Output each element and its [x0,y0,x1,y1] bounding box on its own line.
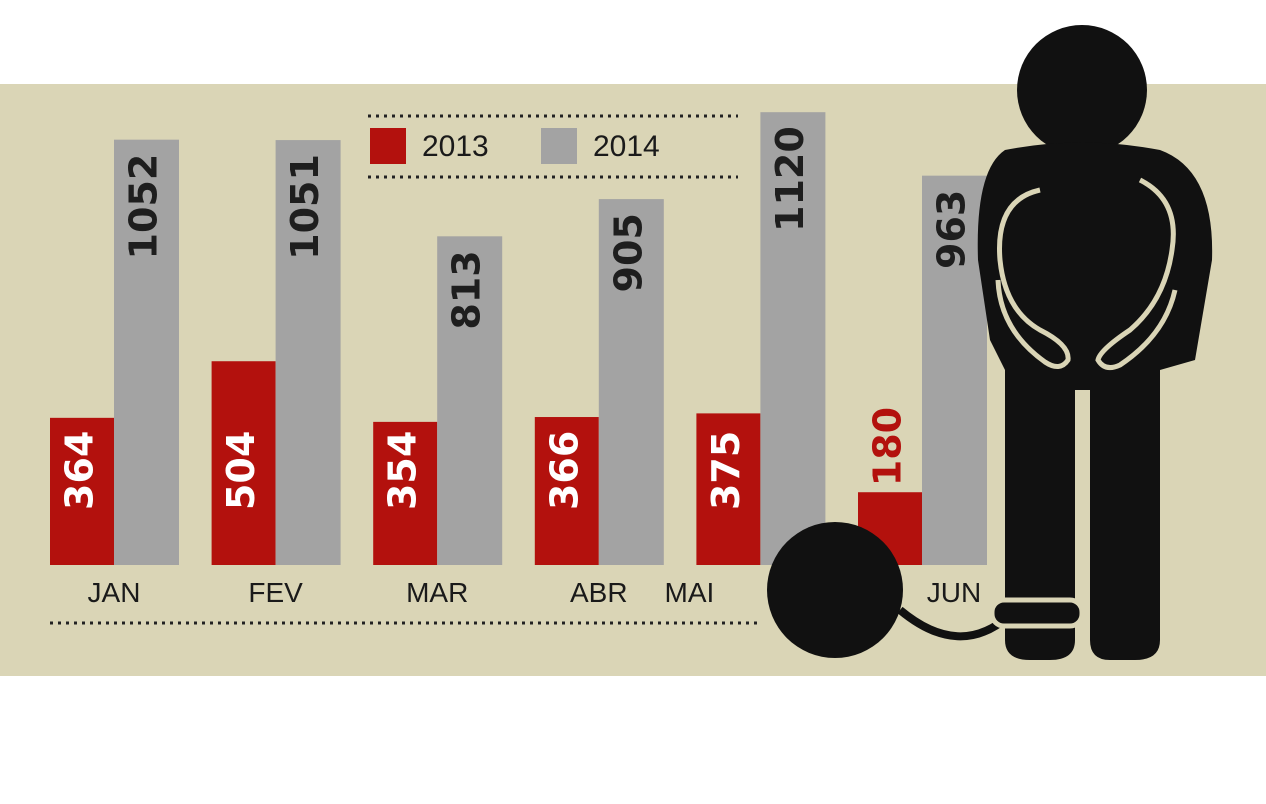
bar [211,361,276,565]
value-label: 180 [866,407,910,486]
bar [922,175,987,565]
legend-label: 2013 [422,130,489,163]
shackle [989,597,1085,629]
legend-swatch [370,128,406,164]
bar [275,140,341,566]
x-tick-label: ABR [570,577,628,608]
bar [373,421,438,565]
x-tick-label: JAN [88,577,141,608]
value-label: 366 [542,431,586,510]
bar [437,236,503,566]
value-label: 354 [381,431,425,510]
body [977,142,1213,660]
prisoner-figure [767,25,1213,660]
bar [696,413,761,565]
x-tick-label: JUN [927,577,981,608]
value-label: 963 [930,190,974,269]
legend-swatch [541,128,577,164]
left-arm-outline [995,187,1071,369]
bar [534,417,599,565]
value-label: 1120 [768,126,812,232]
value-label: 364 [58,431,102,510]
head [1017,25,1147,155]
bar [50,417,114,565]
value-label: 1052 [122,154,166,260]
right-arm-outline [1095,177,1178,371]
ball [767,522,903,658]
value-label: 813 [445,250,489,329]
value-label: 504 [219,431,263,510]
bar [114,139,179,566]
x-tick-label: MAR [406,577,468,608]
value-label: 375 [704,431,748,510]
legend-label: 2014 [593,130,660,163]
bar [598,199,664,565]
value-label: 1051 [283,154,327,260]
x-tick-label: MAI [665,577,715,608]
x-tick-label: FEV [248,577,303,608]
bars: 364 1052 JAN 504 1051 FEV 354 813 MAR 366 905 ABR 37… [50,112,987,608]
value-label: 905 [606,213,650,292]
bar [760,112,826,566]
